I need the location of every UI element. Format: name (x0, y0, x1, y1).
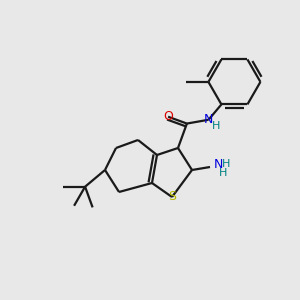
Text: S: S (168, 190, 176, 203)
Text: H: H (219, 168, 227, 178)
Text: O: O (163, 110, 173, 123)
Text: H: H (222, 159, 230, 169)
Text: H: H (212, 121, 221, 131)
Text: N: N (213, 158, 223, 170)
Text: N: N (204, 113, 213, 126)
